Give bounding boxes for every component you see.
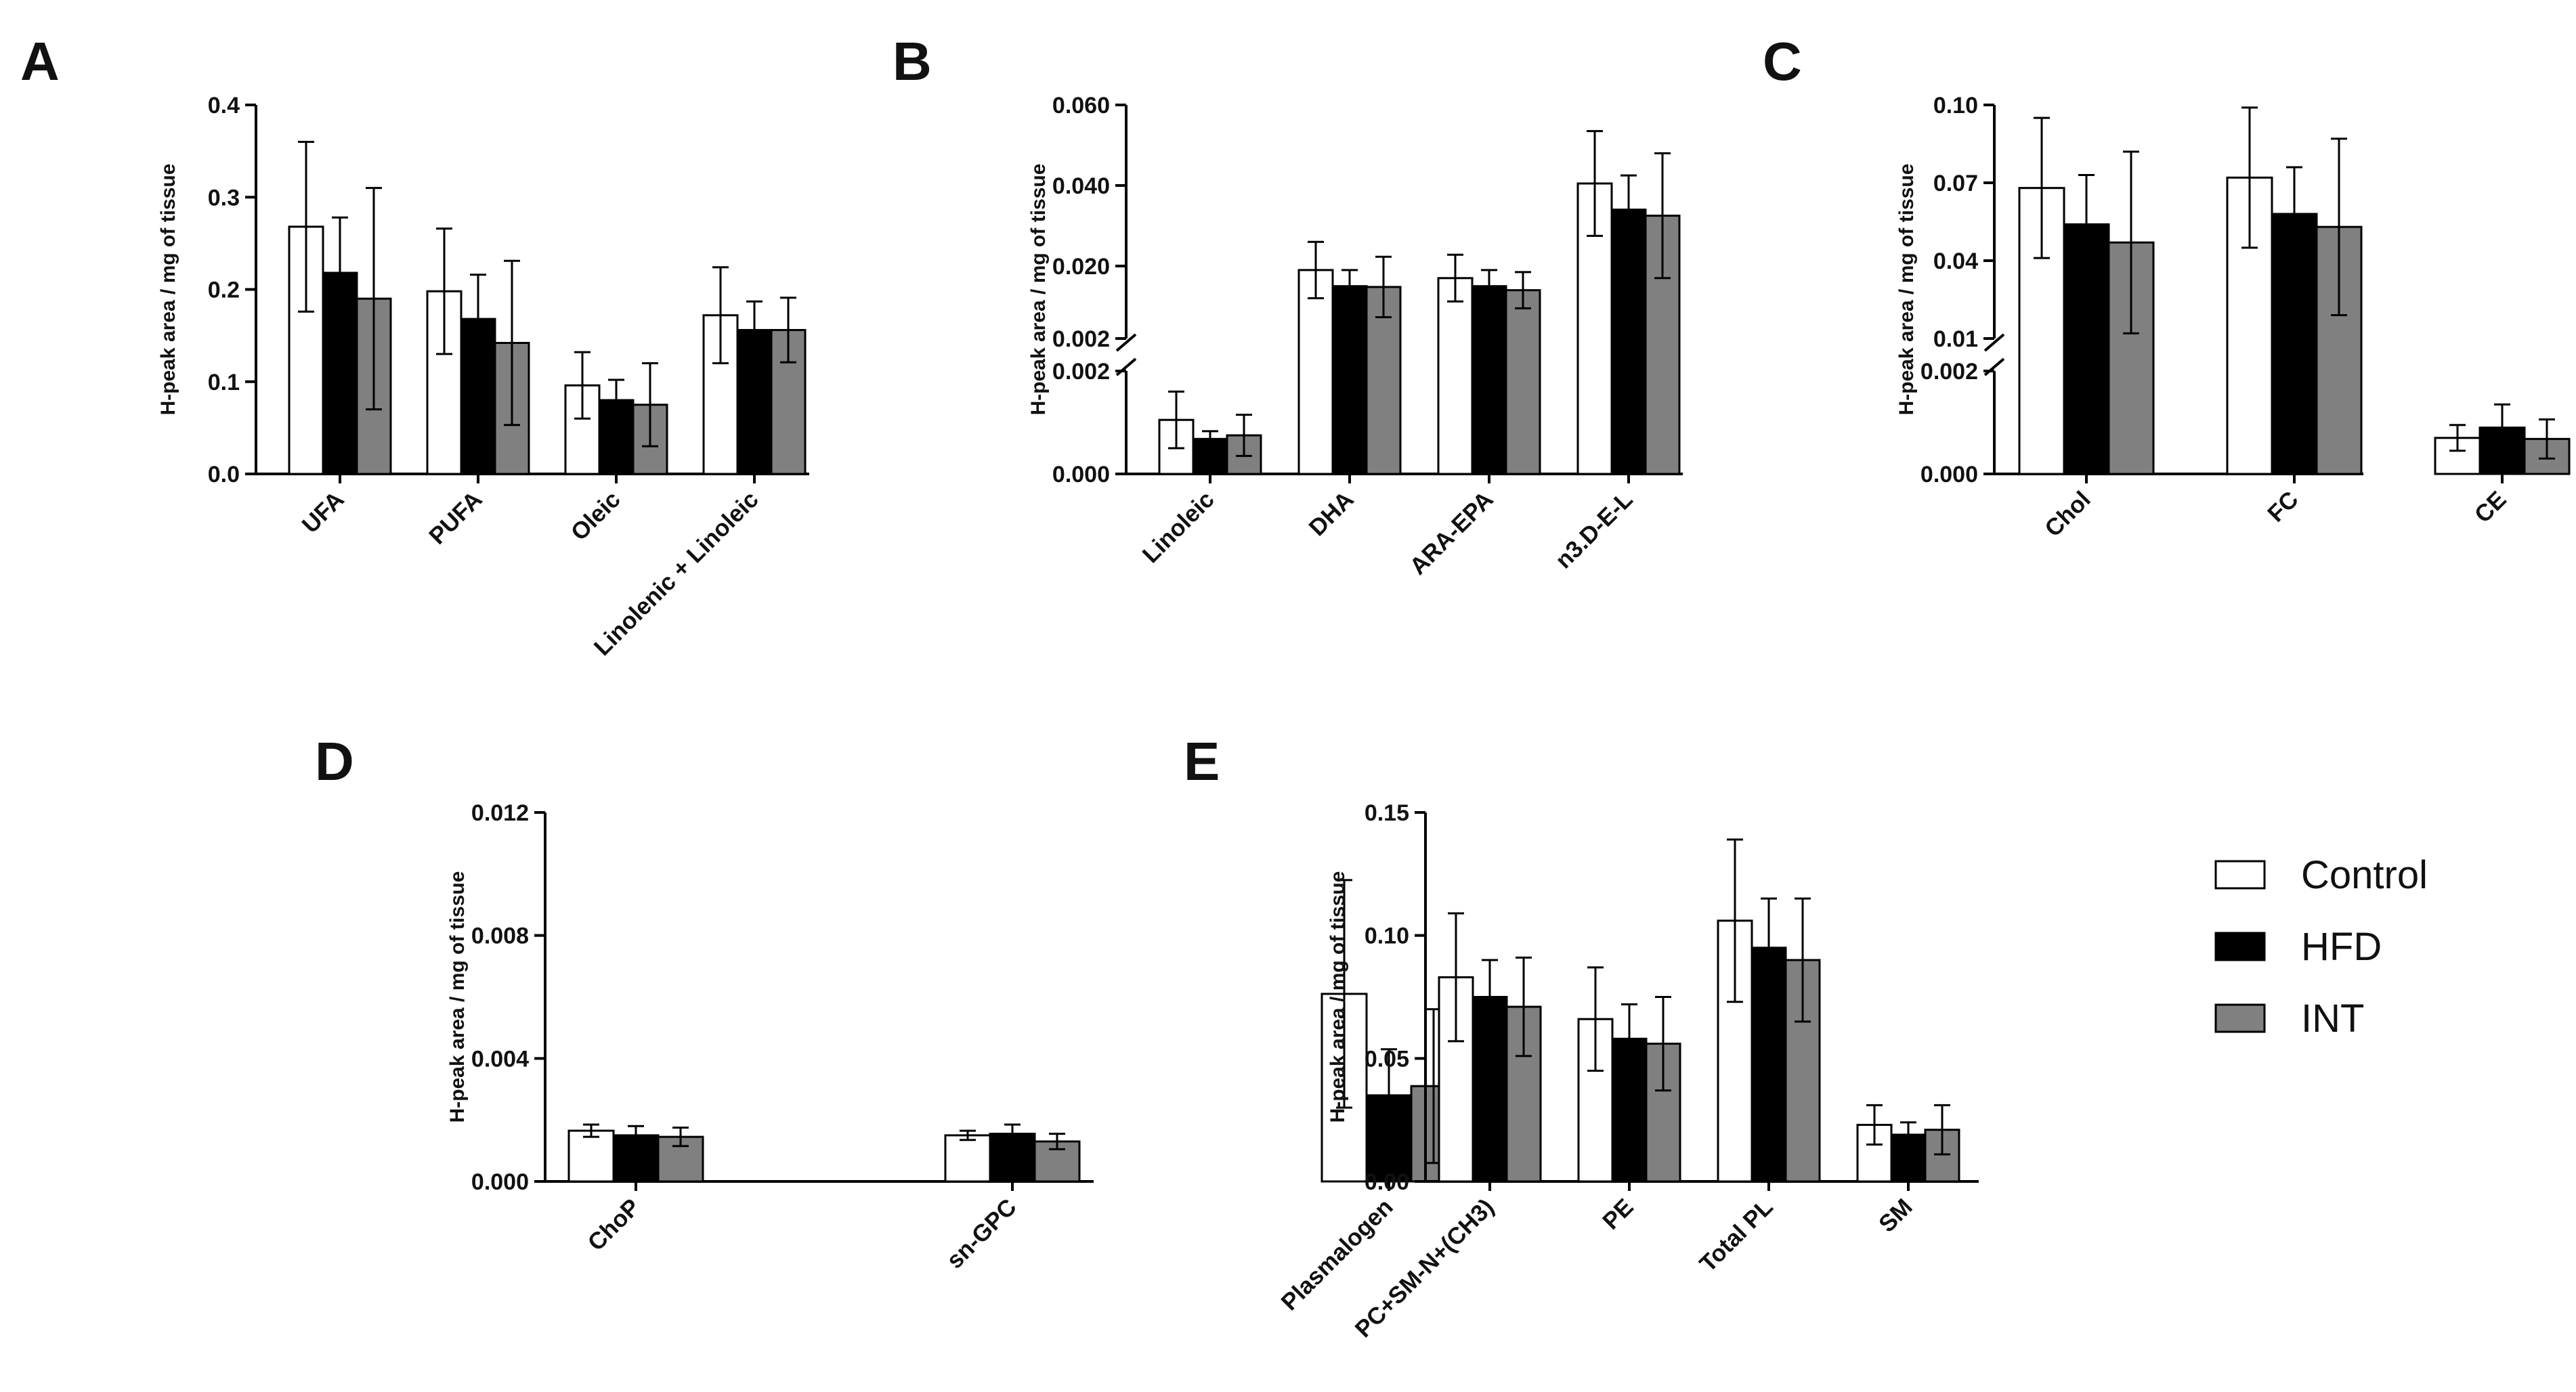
x-tick-label-d: sn-GPC bbox=[941, 1194, 1021, 1274]
bar-b-ara-epa-int bbox=[1505, 289, 1541, 475]
y-tick-label-c: 0.10 bbox=[1933, 93, 1978, 118]
y-tick-label-a: 0.2 bbox=[208, 278, 240, 303]
y-tick-label-b: 0.060 bbox=[1052, 93, 1110, 118]
legend-swatch-int bbox=[2214, 1003, 2266, 1033]
panel-letter-b: B bbox=[893, 31, 932, 91]
legend-label-int: INT bbox=[2301, 997, 2364, 1041]
legend-swatch-hfd bbox=[2214, 932, 2266, 961]
x-tick-label-b: n3.D-E-L bbox=[1550, 486, 1637, 573]
y-tick-label-a: 0.0 bbox=[208, 462, 240, 487]
y-tick-label-c: 0.000 bbox=[1920, 462, 1978, 487]
x-tick-label-d: ChoP bbox=[582, 1194, 645, 1256]
bar-b-ara-epa-control bbox=[1437, 277, 1474, 475]
x-tick-label-e: SM bbox=[1874, 1194, 1918, 1238]
y-tick-label-e: 0.00 bbox=[1365, 1169, 1409, 1195]
x-tick-label-a: PUFA bbox=[424, 486, 488, 550]
bar-b-dha-hfd bbox=[1331, 285, 1368, 475]
legend-label-control: Control bbox=[2301, 853, 2428, 897]
y-axis-label-e: H-peak area / mg of tissue bbox=[1327, 871, 1349, 1123]
x-tick-label-c: Chol bbox=[2040, 486, 2096, 542]
y-tick-label-c: 0.04 bbox=[1933, 248, 1978, 274]
y-tick-label-a: 0.1 bbox=[208, 370, 240, 395]
y-tick-label-c: 0.01 bbox=[1933, 326, 1978, 352]
y-tick-label-e: 0.05 bbox=[1365, 1046, 1409, 1072]
bar-b-n3-d-e-l-int bbox=[1644, 215, 1681, 475]
x-tick-label-b: Linoleic bbox=[1138, 486, 1220, 568]
x-tick-label-e: Total PL bbox=[1694, 1194, 1778, 1277]
chart-c: 0.000 0.002 0.01 0.04 0.07 0.10 H-peak area / … bbox=[1895, 93, 2571, 542]
bar-b-dha-control bbox=[1297, 269, 1334, 475]
panel-letter-a: A bbox=[20, 31, 60, 91]
y-tick-label-d: 0.008 bbox=[471, 923, 529, 949]
x-tick-label-c: CE bbox=[2470, 486, 2512, 528]
axis-break-mark-c bbox=[1983, 333, 2005, 352]
y-tick-label-b: 0.002 bbox=[1052, 326, 1110, 352]
bar-b-n3-d-e-l-hfd bbox=[1610, 209, 1647, 475]
x-tick-label-b: DHA bbox=[1304, 486, 1358, 541]
y-tick-label-e: 0.10 bbox=[1365, 923, 1409, 949]
x-tick-label-a: Oleic bbox=[566, 486, 626, 546]
legend-swatch-control bbox=[2214, 860, 2266, 890]
y-tick-label-b: 0.020 bbox=[1052, 254, 1110, 280]
chart-d: 0.000 0.004 0.008 0.012 H-peak area / mg of … bbox=[446, 800, 1457, 1315]
axis-break-mark-b bbox=[1115, 333, 1137, 352]
y-tick-label-e: 0.15 bbox=[1365, 800, 1409, 826]
y-tick-label-c: 0.07 bbox=[1933, 171, 1978, 196]
x-tick-label-c: FC bbox=[2262, 486, 2304, 527]
y-tick-label-b: 0.040 bbox=[1052, 173, 1110, 199]
y-axis-label-c: H-peak area / mg of tissue bbox=[1895, 164, 1918, 416]
bar-b-ara-epa-hfd bbox=[1471, 285, 1507, 475]
legend-label-hfd: HFD bbox=[2301, 925, 2382, 969]
panel-letter-e: E bbox=[1184, 731, 1220, 791]
bar-d-sn-gpc-control bbox=[944, 1134, 991, 1183]
bar-d-chop-control bbox=[567, 1129, 615, 1183]
y-tick-label-b: 0.002 bbox=[1052, 359, 1110, 385]
x-tick-label-b: ARA-EPA bbox=[1404, 486, 1498, 580]
y-axis-label-a: H-peak area / mg of tissue bbox=[157, 164, 179, 416]
panel-letter-c: C bbox=[1763, 31, 1802, 91]
chart-e: 0.00 0.05 0.10 0.15 H-peak area / mg of tiss… bbox=[1327, 800, 1979, 1343]
y-axis-label-d: H-peak area / mg of tissue bbox=[446, 871, 469, 1123]
y-tick-label-c: 0.002 bbox=[1920, 359, 1978, 385]
panel-letter-d: D bbox=[315, 731, 354, 791]
y-tick-label-d: 0.000 bbox=[471, 1169, 529, 1195]
legend: Control HFD INT bbox=[2214, 853, 2428, 1041]
y-tick-label-b: 0.000 bbox=[1052, 462, 1110, 487]
y-tick-label-a: 0.4 bbox=[208, 93, 240, 118]
x-tick-label-e: PE bbox=[1597, 1194, 1639, 1235]
chart-b: 0.000 0.002 0.002 0.020 0.040 0.060 H-peak are… bbox=[1027, 93, 1683, 580]
x-tick-label-a: UFA bbox=[297, 486, 349, 538]
chart-a: 0.0 0.1 0.2 0.3 0.4 H-peak area / mg of tissu… bbox=[157, 93, 809, 661]
y-tick-label-d: 0.004 bbox=[471, 1046, 529, 1072]
y-axis-label-b: H-peak area / mg of tissue bbox=[1027, 164, 1050, 416]
y-tick-label-a: 0.3 bbox=[208, 185, 240, 211]
y-tick-label-d: 0.012 bbox=[471, 800, 529, 826]
